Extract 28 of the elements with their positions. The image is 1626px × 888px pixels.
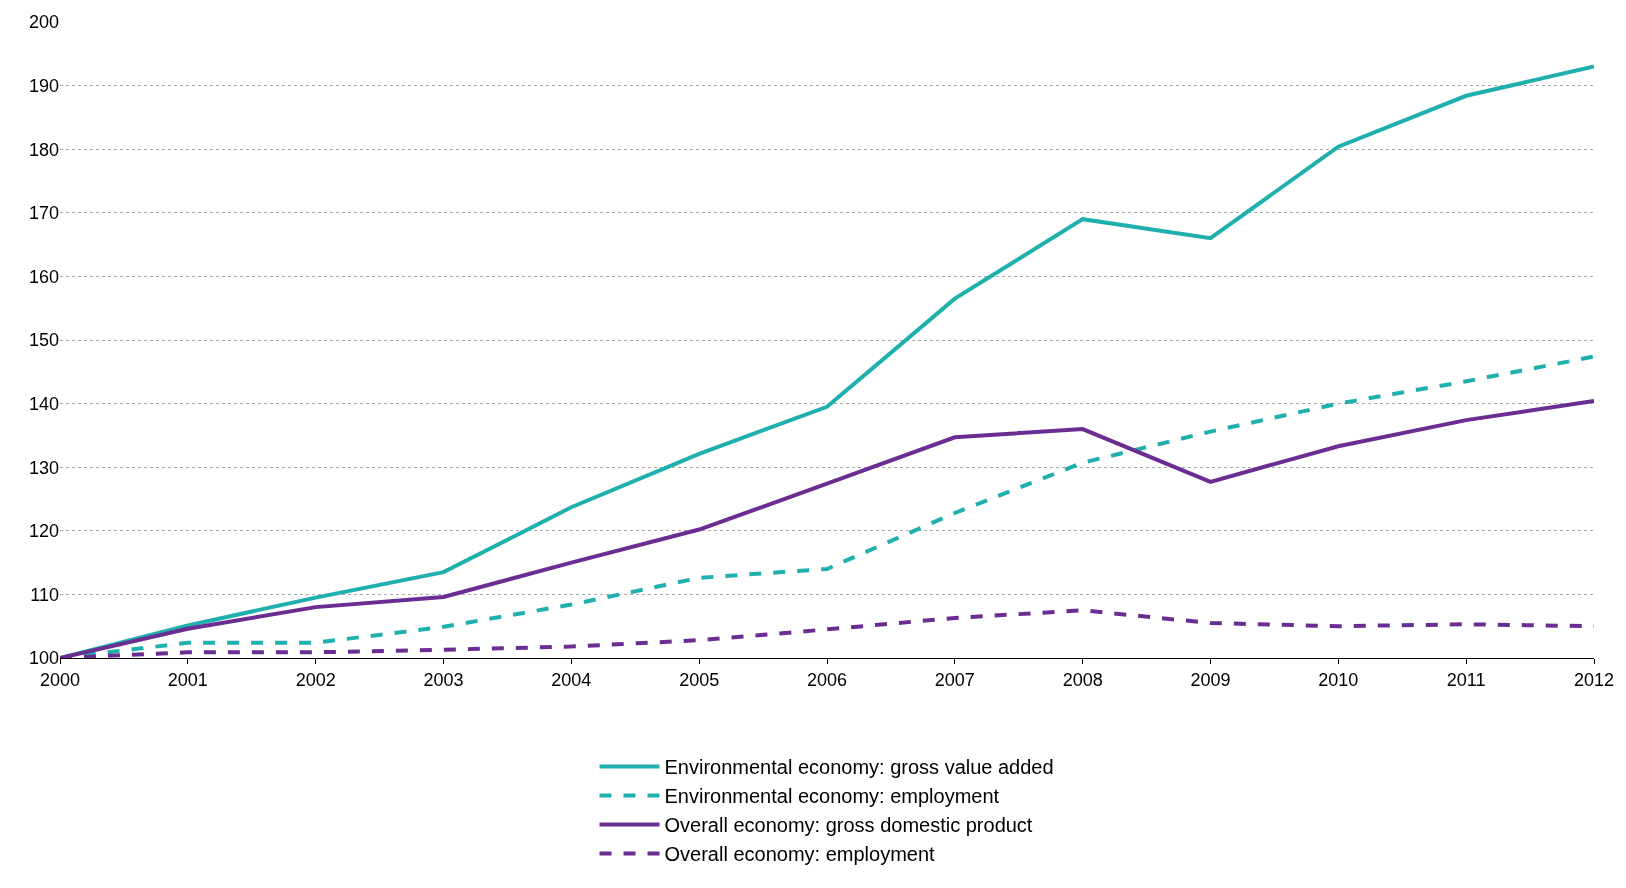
legend-label: Overall economy: gross domestic product: [664, 814, 1033, 837]
x-tick-label: 2006: [806, 669, 848, 690]
x-tick-label: 2004: [551, 669, 592, 690]
x-tick-label: 2000: [39, 669, 81, 690]
y-tick-label: 160: [28, 266, 59, 287]
x-tick-label: 2005: [679, 669, 720, 690]
y-tick-label: 180: [28, 139, 59, 160]
x-tick-label: 2010: [1318, 669, 1359, 690]
y-tick-label: 120: [28, 521, 59, 542]
legend-label: Overall economy: employment: [664, 843, 936, 866]
y-tick-label: 200: [28, 12, 59, 33]
x-tick-label: 2001: [167, 669, 208, 690]
y-tick-label: 190: [28, 75, 59, 96]
y-tick-label: 140: [28, 393, 59, 414]
x-tick-label: 2011: [1446, 669, 1486, 690]
x-tick-label: 2009: [1190, 669, 1231, 690]
legend-label: Environmental economy: employment: [664, 785, 1000, 808]
y-tick-label: 150: [28, 330, 59, 351]
legend-label: Environmental economy: gross value added: [664, 756, 1054, 779]
x-tick-label: 2003: [423, 669, 464, 690]
y-tick-label: 100: [28, 648, 59, 669]
x-tick-label: 2008: [1062, 669, 1103, 690]
y-tick-label: 130: [28, 457, 59, 478]
x-tick-label: 2012: [1573, 669, 1615, 690]
x-tick-label: 2002: [295, 669, 336, 690]
y-tick-label: 110: [30, 584, 59, 605]
x-tick-label: 2007: [934, 669, 975, 690]
y-tick-label: 170: [28, 203, 59, 224]
